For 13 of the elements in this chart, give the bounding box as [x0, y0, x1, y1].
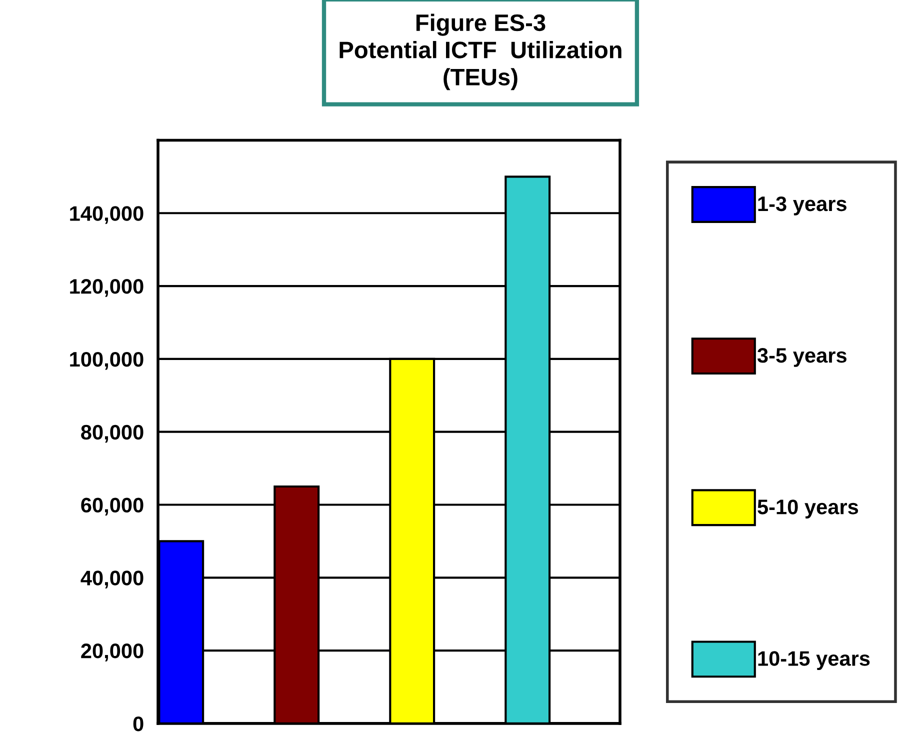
y-tick-label: 40,000: [80, 570, 144, 588]
y-tick-label: 120,000: [70, 279, 144, 297]
legend-label: 1-3 years: [758, 196, 846, 216]
legend-label: 5-10 years: [758, 500, 858, 518]
legend-label: 10-15 years: [758, 651, 870, 670]
chart-title: Figure ES-3 Potential ICTF Utilization (TEUs): [340, 14, 622, 90]
legend-label: 3-5 years: [757, 348, 846, 367]
y-tick-label: 100,000: [70, 352, 144, 370]
y-tick-label: 20,000: [81, 644, 144, 662]
y-tick-label: 60,000: [81, 498, 144, 516]
y-tick-label: 140,000: [70, 206, 144, 224]
y-tick-label: 0: [133, 716, 144, 732]
y-tick-label: 80,000: [81, 424, 144, 443]
